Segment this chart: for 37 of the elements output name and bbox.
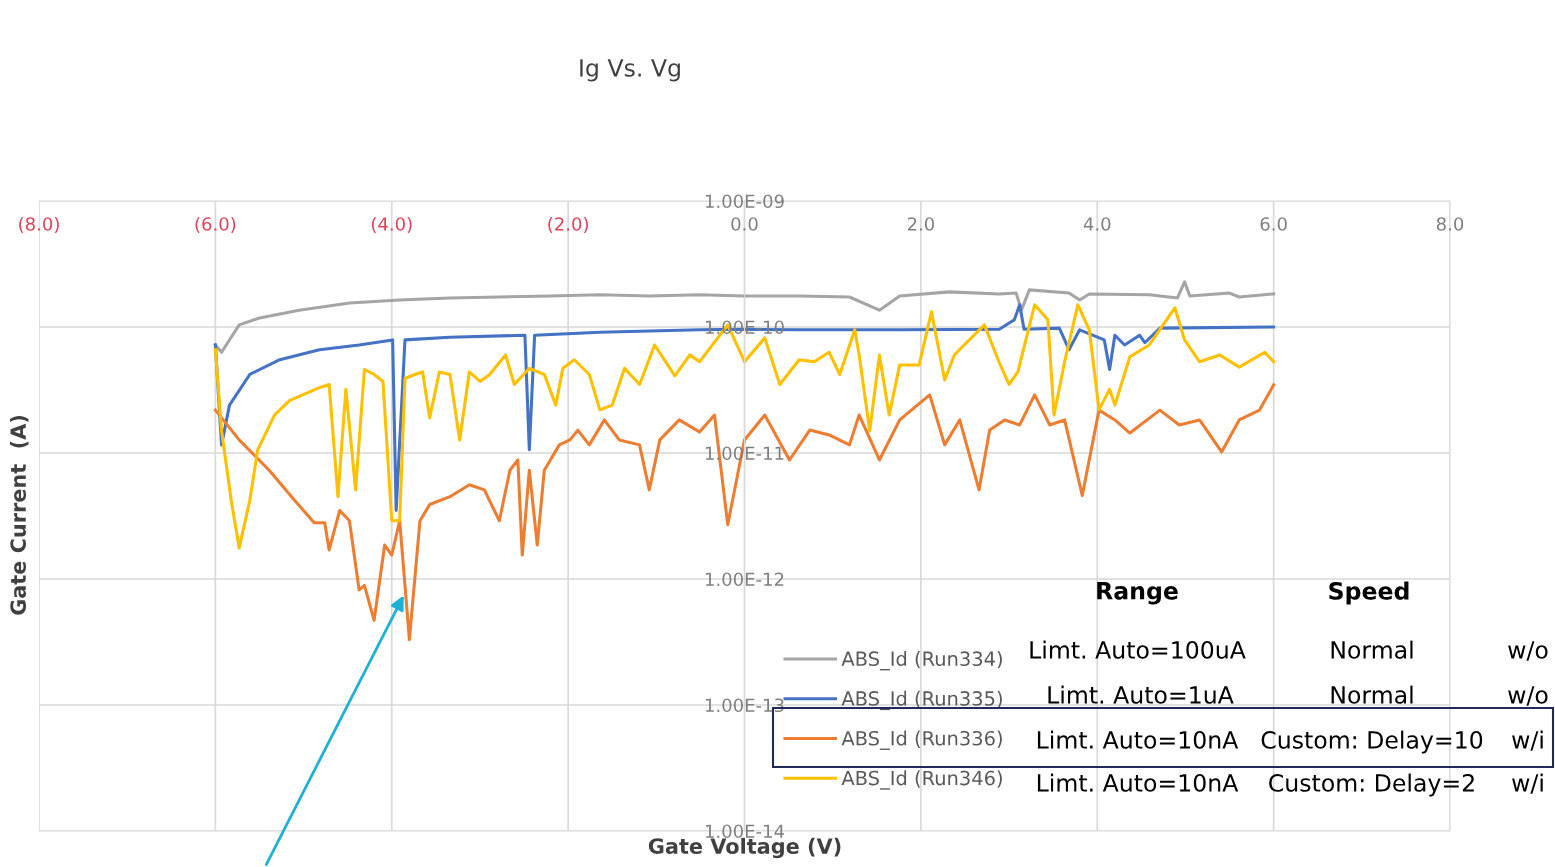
x-axis-title: Gate Voltage (V) xyxy=(648,837,841,859)
line-series xyxy=(213,303,1276,550)
line-series xyxy=(213,303,1276,512)
legend-label: ABS_Id (Run346) xyxy=(841,770,1002,790)
annotation: Limt. Auto=10nA xyxy=(1037,730,1239,749)
annotation: Custom: Delay=10 xyxy=(1261,730,1483,754)
x-tick-label: 2.0 xyxy=(907,217,935,231)
x-tick-label: 4.0 xyxy=(1083,217,1111,231)
line-series xyxy=(213,383,1276,642)
legend-label: ABS_Id (Run335) xyxy=(841,690,1002,711)
y-tick-label: 1.00E-13 xyxy=(705,698,784,713)
annotation: Range xyxy=(1097,582,1178,605)
x-tick-label: (6.0) xyxy=(195,216,236,233)
x-tick-label: 0.0 xyxy=(731,217,758,231)
y-tick-label: 1.00E-09 xyxy=(705,194,784,209)
x-tick-label: (2.0) xyxy=(548,216,588,233)
x-tick-label: (4.0) xyxy=(371,216,412,233)
annotation: Normal xyxy=(1331,640,1413,659)
annotation: Speed xyxy=(1329,581,1409,605)
text: w/i xyxy=(1512,730,1543,751)
y-tick-label: 1.00E-14 xyxy=(705,824,785,839)
annotation: Custom: Delay=2 xyxy=(1269,773,1474,797)
x-tick-label: 8.0 xyxy=(1436,217,1464,231)
annotation: Normal xyxy=(1331,685,1413,704)
legend-label: ABS_Id (Run336) xyxy=(841,730,1002,750)
x-tick-label: (8.0) xyxy=(19,216,59,233)
annotation: Limt. Auto=100uA xyxy=(1030,640,1246,659)
annotation: Limt. Auto=1uA xyxy=(1048,685,1234,704)
text: w/i xyxy=(1512,773,1543,794)
y-axis-title: Gate Current (A) xyxy=(9,415,29,615)
text: w/o xyxy=(1508,686,1548,706)
y-tick-label: 1.00E-12 xyxy=(705,572,784,587)
text: w/o xyxy=(1508,641,1548,661)
annotation: Limt. Auto=10nA xyxy=(1037,773,1239,792)
x-tick-label: 6.0 xyxy=(1260,217,1287,231)
chart-title: Ig Vs. Vg xyxy=(580,59,680,82)
legend-label: ABS_Id (Run334) xyxy=(841,651,1002,671)
